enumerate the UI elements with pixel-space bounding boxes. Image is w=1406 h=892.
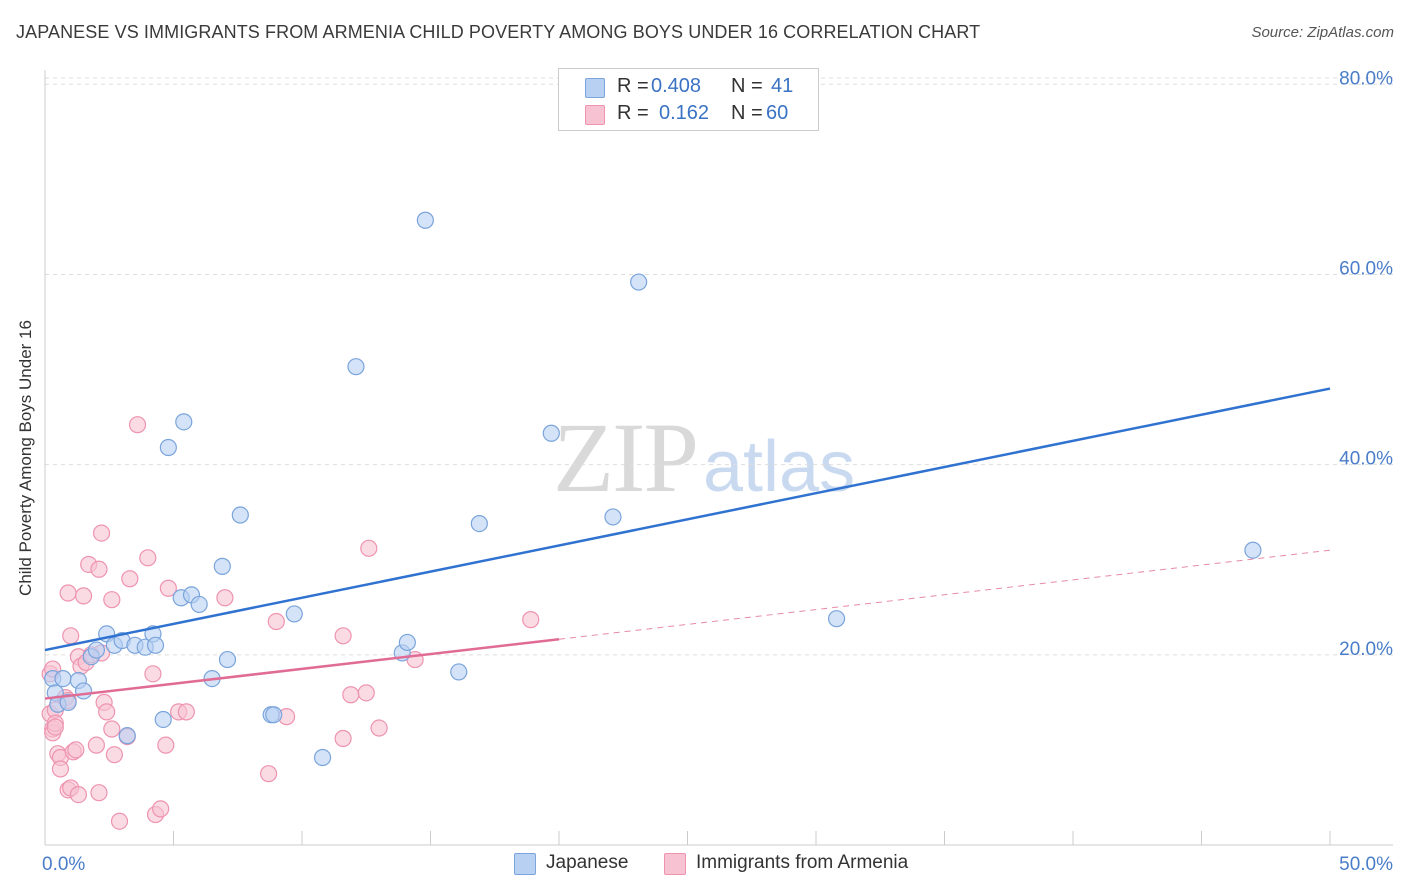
point-japanese-8 [87,641,106,659]
point-armenia-55 [357,684,375,702]
point-japanese-18 [159,438,177,457]
point-japanese-31 [347,358,365,376]
point-armenia-18 [67,741,85,759]
y-tick-label-40: 40.0% [1339,449,1393,470]
trendline-extension-armenia [558,549,1331,640]
y-axis-label: Child Poverty Among Boys Under 16 [16,320,35,596]
point-armenia-35 [105,746,123,764]
point-japanese-24 [213,557,231,575]
point-japanese-6 [74,682,93,700]
point-japanese-25 [218,650,237,669]
point-japanese-16 [146,636,165,654]
point-armenia-32 [98,703,116,721]
point-armenia-40 [139,549,157,567]
point-japanese-4 [59,693,77,711]
legend: R = 0.408 N = 41 R = 0.162 N = 60 [558,68,819,131]
point-armenia-54 [342,686,360,704]
legend-r-label-japanese: R = [617,75,649,97]
legend-n-value-japanese: 41 [771,75,794,97]
x-tick-label-min: 0.0% [42,854,85,875]
trendline-armenia [44,637,560,700]
point-armenia-49 [259,765,278,783]
point-armenia-47 [177,703,195,721]
point-japanese-26 [231,506,249,524]
point-armenia-53 [334,729,352,748]
point-armenia-38 [121,570,139,588]
point-japanese-41 [1244,541,1262,559]
legend-n-value-armenia: 60 [766,102,789,124]
point-armenia-7 [46,718,64,736]
legend-row-armenia: R = 0.162 N = 60 [559,100,818,128]
point-armenia-39 [128,416,147,434]
point-japanese-20 [175,413,193,431]
point-armenia-48 [216,589,234,607]
point-japanese-34 [416,211,434,229]
bottom-legend-swatch-armenia [664,853,686,875]
legend-row-japanese: R = 0.408 N = 41 [559,73,818,101]
legend-r-value-japanese: 0.408 [651,75,702,97]
legend-n-label-armenia: N = [731,102,763,124]
point-armenia-22 [74,587,93,605]
point-japanese-22 [190,595,208,614]
point-japanese-37 [542,424,560,442]
point-japanese-30 [313,748,332,767]
y-tick-label-60: 60.0% [1339,258,1393,279]
trendline-japanese [44,387,1331,652]
point-armenia-34 [103,720,121,738]
point-japanese-36 [470,514,488,533]
legend-swatch-japanese [585,78,605,98]
bottom-legend-label-armenia: Immigrants from Armenia [696,852,909,873]
legend-r-value-armenia: 0.162 [659,102,710,124]
point-japanese-38 [604,508,622,526]
bottom-legend-label-japanese: Japanese [546,852,629,873]
point-japanese-17 [154,710,172,729]
point-armenia-43 [152,800,170,818]
point-armenia-57 [370,719,388,737]
point-armenia-19 [69,786,88,804]
point-armenia-41 [144,665,162,683]
point-armenia-36 [110,812,129,830]
point-japanese-12 [118,727,136,745]
point-armenia-50 [267,612,285,631]
point-japanese-28 [265,706,283,724]
point-japanese-35 [450,663,468,681]
point-japanese-29 [285,605,303,623]
point-armenia-29 [92,524,111,542]
legend-swatch-armenia [585,105,605,125]
point-armenia-56 [360,539,378,557]
y-tick-label-80: 80.0% [1339,68,1393,89]
point-japanese-40 [827,610,846,628]
point-armenia-28 [90,560,108,578]
legend-r-label-armenia: R = [617,102,649,124]
point-armenia-52 [334,627,352,645]
y-tick-label-20: 20.0% [1339,639,1393,660]
point-armenia-27 [90,784,108,802]
point-armenia-16 [62,627,80,645]
source-credit: Source: ZipAtlas.com [1251,24,1394,41]
point-japanese-3 [54,669,72,688]
point-armenia-33 [103,591,121,609]
point-armenia-10 [51,760,70,778]
point-japanese-33 [398,633,416,652]
chart-title: JAPANESE VS IMMIGRANTS FROM ARMENIA CHIL… [16,22,981,42]
x-tick-label-max: 50.0% [1339,854,1393,875]
point-armenia-44 [157,736,175,754]
point-japanese-39 [630,273,648,291]
point-armenia-45 [159,579,177,597]
point-armenia-59 [522,611,540,629]
point-armenia-14 [59,584,77,602]
point-armenia-26 [87,736,106,754]
legend-n-label-japanese: N = [731,75,763,97]
bottom-legend-swatch-japanese [514,853,536,875]
